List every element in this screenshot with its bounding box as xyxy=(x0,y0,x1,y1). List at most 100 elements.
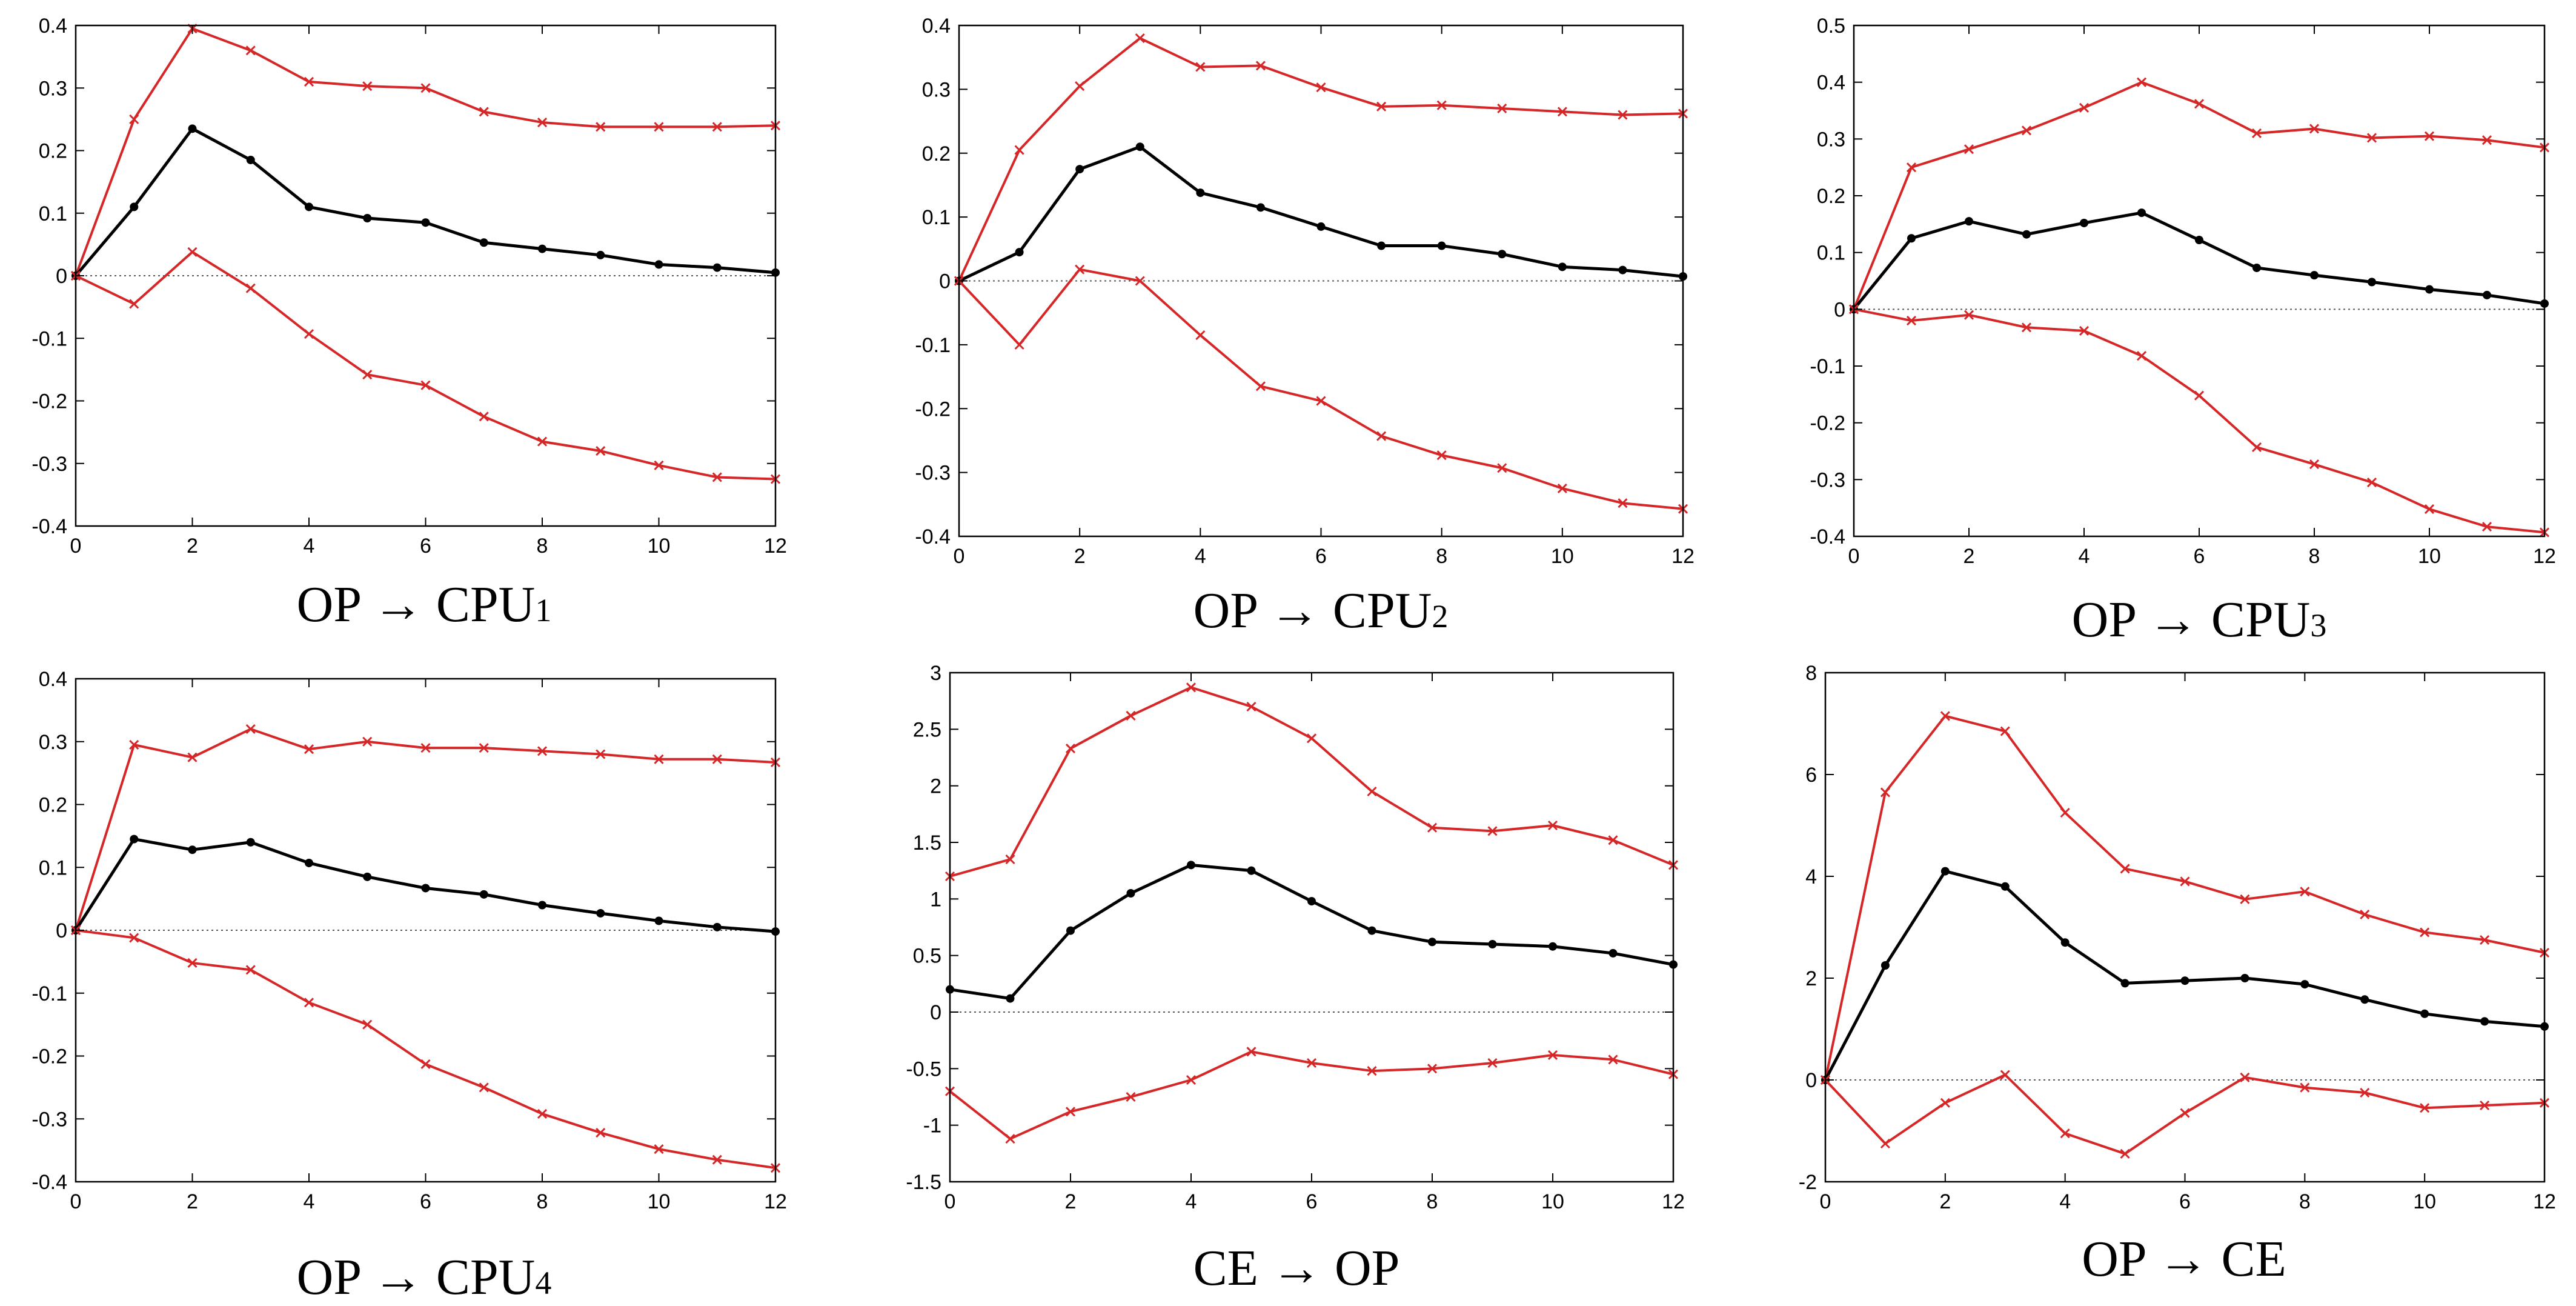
point-upper-3-stroke-b xyxy=(2000,726,2010,736)
x-tick-label: 0 xyxy=(944,1190,956,1213)
point-lower-4-stroke-b xyxy=(304,998,314,1008)
point-lower-10 xyxy=(654,460,664,470)
point-lower-9-stroke-b xyxy=(2360,1087,2370,1098)
chart-caption-main: OP → CPU xyxy=(297,1249,536,1305)
point-lower-3 xyxy=(245,965,256,975)
x-tick-label: 2 xyxy=(187,1190,198,1213)
x-tick-label: 12 xyxy=(1671,545,1695,568)
point-lower-3 xyxy=(245,283,256,293)
x-tick-label: 2 xyxy=(1065,1190,1077,1213)
y-tick-label: -0.2 xyxy=(32,390,67,413)
point-upper-11-stroke-b xyxy=(2480,935,2490,945)
series-line-lower xyxy=(1853,308,2545,534)
point-upper-4-stroke-b xyxy=(2079,102,2090,113)
point-lower-9 xyxy=(2366,477,2377,488)
point-upper-8-stroke-b xyxy=(1436,100,1447,110)
point-upper-9 xyxy=(2366,133,2377,143)
point-upper-9-stroke-b xyxy=(2360,909,2370,920)
point-lower-2-stroke-b xyxy=(1065,1107,1076,1117)
y-tick-label: 6 xyxy=(1805,764,1817,787)
point-upper-1 xyxy=(1014,145,1024,155)
y-tick-label: 0.2 xyxy=(39,794,67,817)
point-lower-9 xyxy=(596,1128,606,1138)
point-lower-8 xyxy=(537,1108,548,1119)
point-response-10 xyxy=(2420,1009,2429,1018)
point-upper-3 xyxy=(245,724,256,735)
point-lower-7-stroke-b xyxy=(479,411,489,422)
point-lower-4 xyxy=(1186,1074,1197,1085)
point-lower-5-stroke-b xyxy=(2120,1148,2130,1159)
point-response-5 xyxy=(1247,866,1256,875)
point-lower-1 xyxy=(1014,339,1024,350)
y-tick-label: 0.2 xyxy=(922,142,951,165)
point-response-10 xyxy=(2425,285,2434,294)
point-lower-6 xyxy=(420,380,431,390)
point-upper-1-stroke-b xyxy=(1005,854,1015,865)
point-upper-6-stroke-b xyxy=(1316,82,1326,93)
point-lower-9 xyxy=(1497,463,1507,473)
point-upper-10 xyxy=(654,122,664,132)
chart-caption: OP → CPU1 xyxy=(297,576,552,633)
x-tick-label: 8 xyxy=(537,1190,548,1213)
axes-frame xyxy=(949,671,1675,1183)
point-upper-9 xyxy=(2360,909,2370,920)
point-lower-2 xyxy=(1065,1107,1076,1117)
point-upper-7-stroke-b xyxy=(2240,894,2250,904)
y-tick-label: 0.3 xyxy=(922,78,951,101)
point-upper-9 xyxy=(1497,103,1507,114)
point-response-7 xyxy=(479,238,488,247)
chart-caption-main: OP → CPU xyxy=(2072,591,2311,648)
y-tick-label: 4 xyxy=(1805,865,1817,888)
point-upper-5 xyxy=(1255,61,1266,71)
point-lower-6-stroke-b xyxy=(2180,1108,2190,1118)
point-lower-6 xyxy=(420,1059,431,1070)
point-upper-2 xyxy=(1940,711,1950,721)
point-response-2 xyxy=(1075,165,1084,174)
point-upper-5-stroke-b xyxy=(362,81,373,92)
point-lower-7-stroke-b xyxy=(2251,442,2262,453)
point-lower-4 xyxy=(2079,325,2090,336)
point-lower-8-stroke-b xyxy=(2300,1082,2310,1093)
point-lower-2-stroke-b xyxy=(187,958,198,968)
point-response-11 xyxy=(2483,290,2491,299)
axes-frame xyxy=(1824,671,2546,1183)
point-response-2 xyxy=(1965,217,1973,226)
point-upper-9-stroke-b xyxy=(1497,103,1507,114)
point-upper-1 xyxy=(1906,162,1917,173)
x-tick-label: 12 xyxy=(2533,545,2556,568)
point-upper-5 xyxy=(1246,701,1256,712)
point-upper-8 xyxy=(2300,887,2310,897)
point-lower-8-stroke-b xyxy=(2309,459,2320,470)
y-tick-label: 0.4 xyxy=(39,668,67,691)
point-upper-6-stroke-b xyxy=(420,83,431,93)
point-upper-10-stroke-b xyxy=(2420,927,2430,938)
point-upper-8 xyxy=(1427,822,1438,833)
x-tick-label: 0 xyxy=(954,545,965,568)
x-tick-label: 4 xyxy=(1195,545,1206,568)
point-lower-11-stroke-b xyxy=(1608,1054,1618,1065)
point-lower-11-stroke-b xyxy=(2480,1100,2490,1111)
point-response-9 xyxy=(596,250,605,259)
point-response-8 xyxy=(538,901,546,910)
y-tick-label: 0.4 xyxy=(922,15,951,38)
point-lower-3 xyxy=(2000,1070,2010,1080)
point-lower-4-stroke-b xyxy=(304,328,314,339)
point-response-4 xyxy=(305,202,313,212)
series-line-upper xyxy=(949,686,1674,878)
point-upper-8-stroke-b xyxy=(2300,887,2310,897)
x-tick-label: 6 xyxy=(1306,1190,1318,1213)
point-upper-3-stroke-b xyxy=(245,724,256,735)
point-lower-10 xyxy=(1547,1050,1558,1060)
point-lower-3 xyxy=(2021,322,2032,333)
point-upper-1-stroke-b xyxy=(1906,162,1917,173)
point-response-11 xyxy=(1608,948,1618,958)
point-response-3 xyxy=(2000,882,2010,891)
point-upper-2-stroke-b xyxy=(1065,744,1076,754)
point-response-6 xyxy=(1316,222,1326,231)
point-response-5 xyxy=(1256,203,1265,212)
series-line-upper xyxy=(958,37,1684,282)
point-lower-8-stroke-b xyxy=(1427,1064,1438,1074)
point-upper-6-stroke-b xyxy=(1306,733,1317,744)
point-response-9 xyxy=(1488,940,1497,948)
